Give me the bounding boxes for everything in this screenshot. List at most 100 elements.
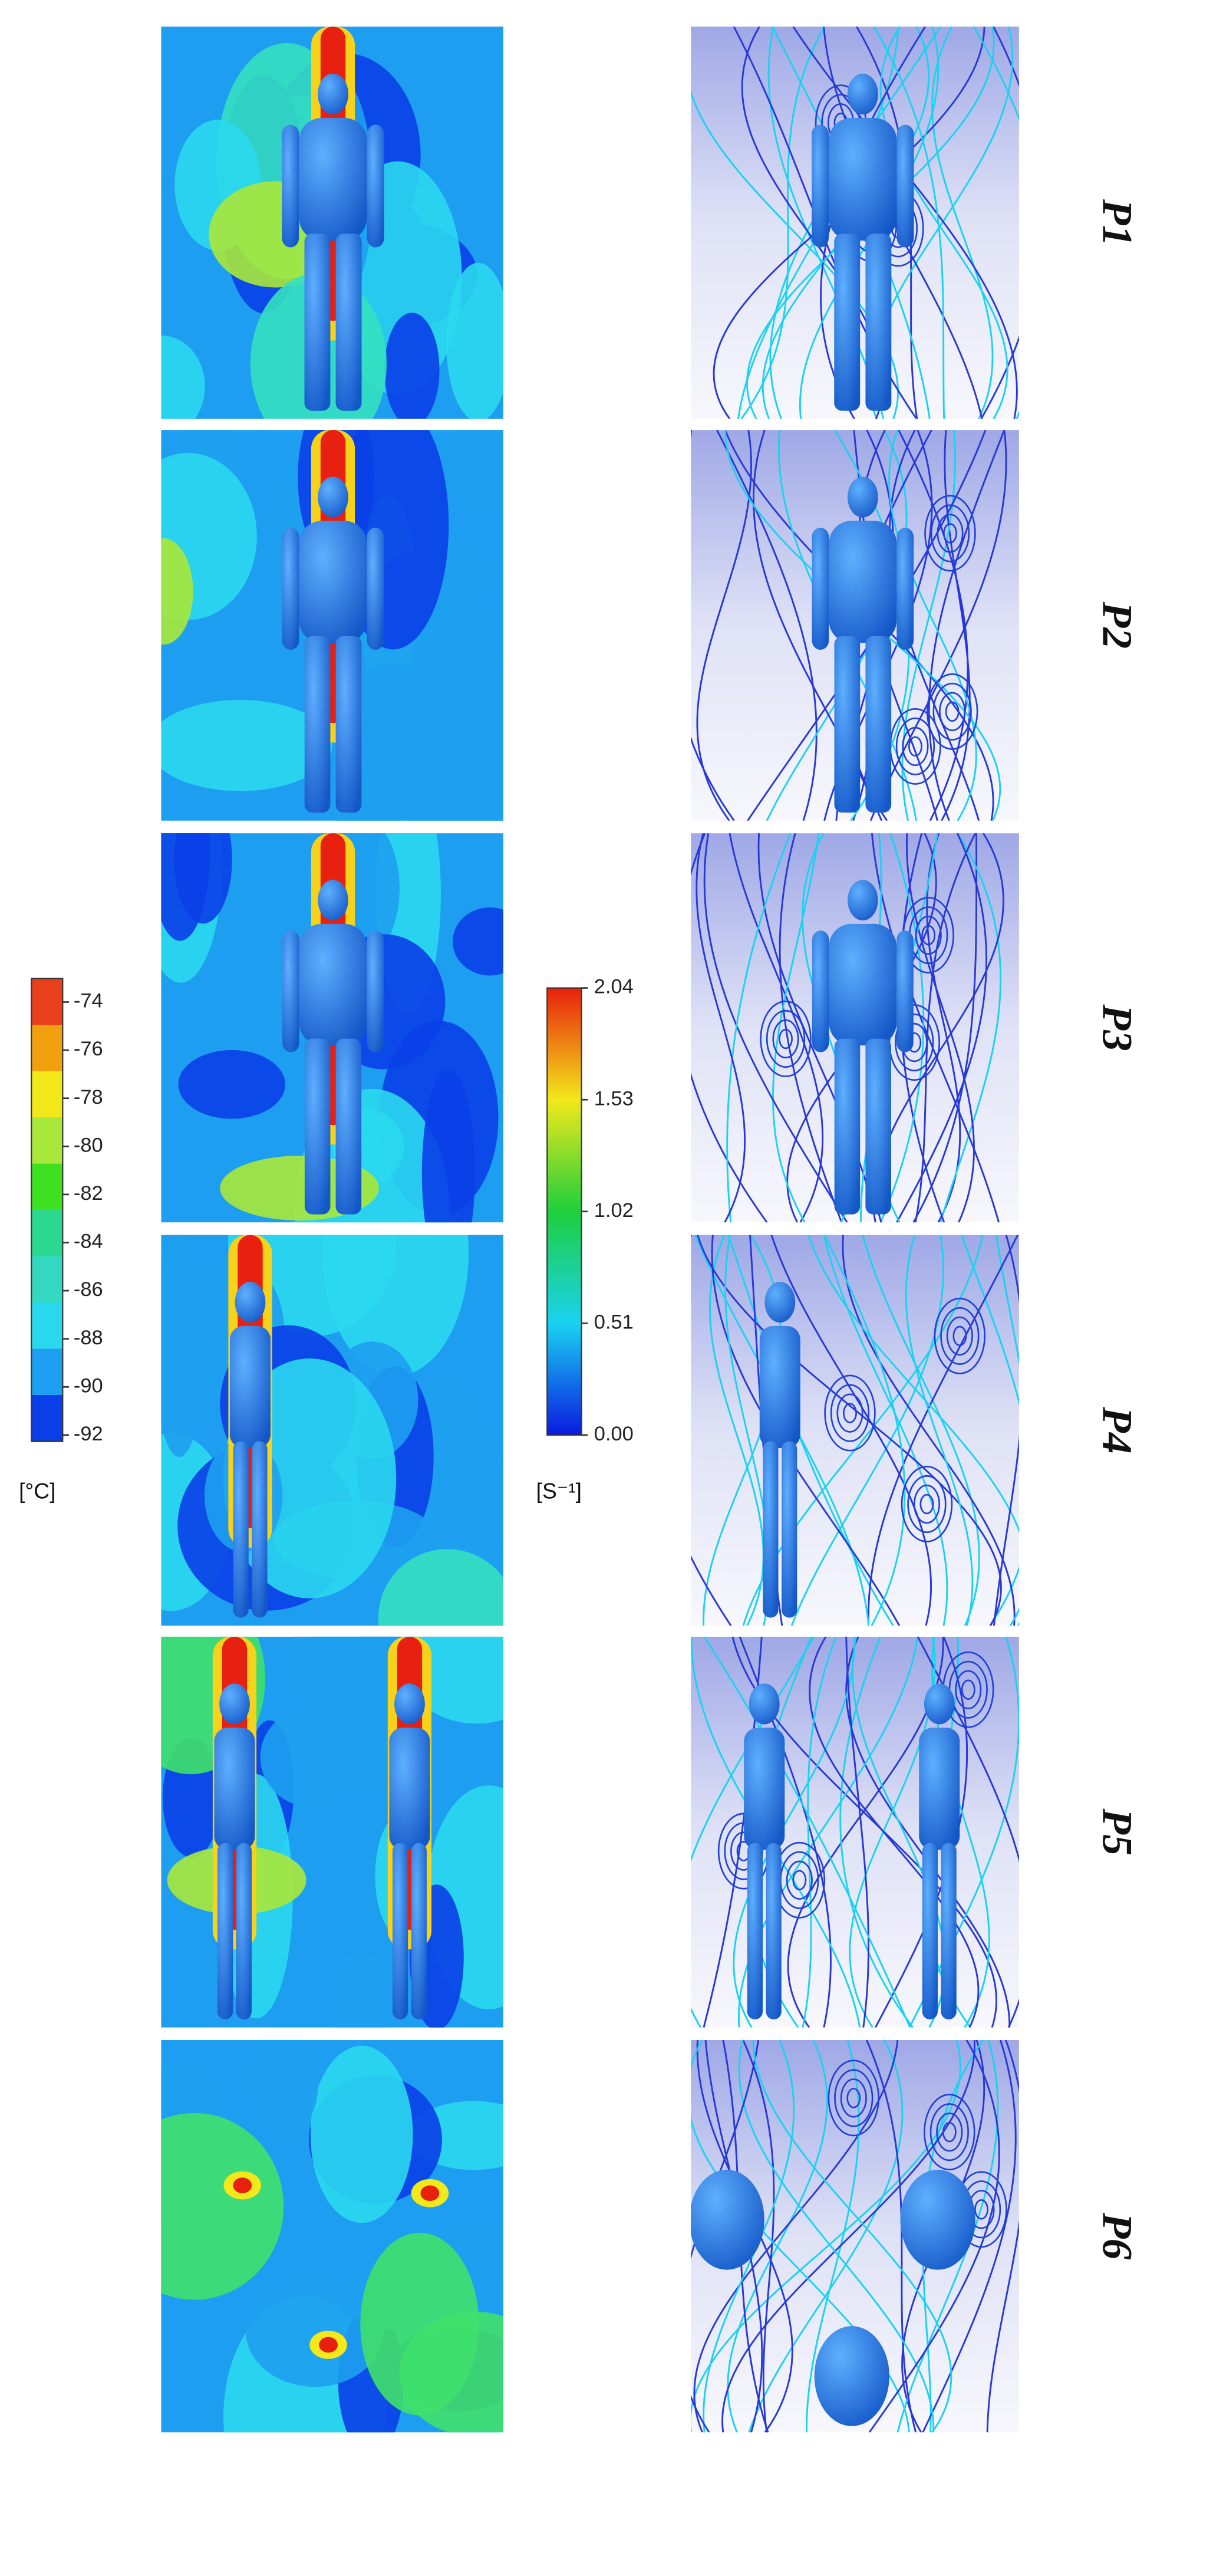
panel-label: P1 — [1094, 199, 1141, 246]
colorbar-tick-label: 1.02 — [594, 1199, 634, 1222]
vortex — [915, 915, 942, 955]
contour-blob — [378, 1549, 504, 1626]
streamline — [845, 1636, 869, 2028]
temperature-panel — [161, 2039, 504, 2433]
streamline — [879, 833, 925, 1223]
leg — [865, 636, 892, 813]
leg — [763, 1441, 779, 1618]
streamline — [691, 1235, 732, 1626]
leg — [834, 233, 861, 411]
contour-blob — [450, 430, 504, 520]
streamline — [772, 833, 820, 1223]
streamline — [716, 430, 818, 821]
leg — [411, 1843, 427, 2019]
streamline — [738, 1636, 919, 2028]
arm — [812, 527, 829, 650]
vortex — [940, 1307, 980, 1365]
streamline — [865, 2039, 917, 2433]
head — [394, 1683, 425, 1725]
head — [318, 476, 348, 518]
leg — [766, 1843, 782, 2019]
contour-blob — [260, 1708, 362, 1807]
streamline — [807, 1235, 1019, 1626]
vortex — [843, 1403, 857, 1423]
contour-blob — [161, 700, 332, 791]
vortex — [929, 2103, 969, 2162]
torso — [214, 1728, 255, 1850]
head — [219, 1683, 250, 1725]
streamline — [748, 2039, 904, 2433]
colorbar-step — [31, 1256, 63, 1304]
head — [318, 880, 348, 921]
colorbar — [546, 987, 582, 1436]
contour-blob — [161, 2113, 284, 2300]
streamline — [809, 1636, 980, 2028]
temperature-panel — [161, 1636, 504, 2028]
streamline — [726, 833, 792, 1223]
streamline — [696, 2039, 793, 2433]
vortex — [926, 673, 978, 750]
colorbar-tick-label: -80 — [74, 1134, 103, 1156]
vortex — [942, 2121, 957, 2143]
leg — [392, 1843, 408, 2019]
streamline — [961, 1235, 1019, 1626]
contour-blob — [341, 662, 444, 803]
streamline-panel — [691, 2039, 1019, 2433]
colorbar-tick-label: -88 — [74, 1327, 103, 1349]
head — [764, 1282, 796, 1323]
panel-label: P5 — [1094, 1808, 1141, 1856]
colorbar-step — [31, 1071, 63, 1118]
vortex — [772, 1019, 799, 1059]
colorbar-frame — [31, 978, 64, 1442]
vortex — [936, 2112, 963, 2152]
arm — [367, 930, 384, 1052]
streamline-panel — [691, 1235, 1019, 1626]
vortex — [834, 2069, 874, 2127]
vortex — [961, 1679, 975, 1700]
streamline — [769, 27, 942, 419]
panel-label: P4 — [1094, 1406, 1141, 1454]
colorbar-tick-label: -90 — [74, 1374, 103, 1397]
contour-blob — [161, 335, 205, 419]
colorbar-step — [31, 1163, 63, 1211]
arm — [896, 124, 914, 248]
leg — [233, 1441, 249, 1618]
head — [235, 1282, 266, 1323]
vortex — [779, 1028, 793, 1050]
vortex — [908, 736, 922, 757]
figure-top — [691, 2169, 764, 2270]
streamline — [842, 1235, 1016, 1626]
head — [847, 476, 878, 518]
leg — [217, 1843, 233, 2019]
leg — [335, 233, 362, 411]
colorbar-step — [31, 1117, 63, 1164]
vortex — [902, 726, 929, 766]
streamline — [697, 1235, 1002, 1626]
head — [847, 73, 878, 115]
torso — [829, 923, 897, 1046]
streamline — [879, 27, 1008, 419]
contour-blob — [332, 1950, 388, 2028]
leg — [236, 1843, 252, 2019]
arm — [282, 527, 299, 650]
streamline — [721, 2039, 975, 2433]
contour-blob — [161, 538, 193, 645]
streamline — [738, 2039, 935, 2433]
streamline — [914, 833, 977, 1223]
streamline — [729, 833, 824, 1223]
colorbar-tick-label: 0.00 — [594, 1423, 634, 1445]
contour-blob — [161, 1236, 205, 1458]
colorbar-tick-label: -92 — [74, 1423, 103, 1445]
temperature-panel — [161, 1235, 504, 1626]
streamline — [779, 833, 843, 1223]
head — [924, 1683, 955, 1725]
hotspot — [420, 2185, 440, 2201]
torso — [299, 521, 367, 643]
colorbar-step — [31, 1394, 63, 1442]
vortex — [836, 1393, 863, 1433]
streamline — [770, 1235, 932, 1626]
streamline — [802, 1636, 837, 2028]
vortex — [895, 1014, 934, 1072]
streamline — [752, 2039, 952, 2433]
